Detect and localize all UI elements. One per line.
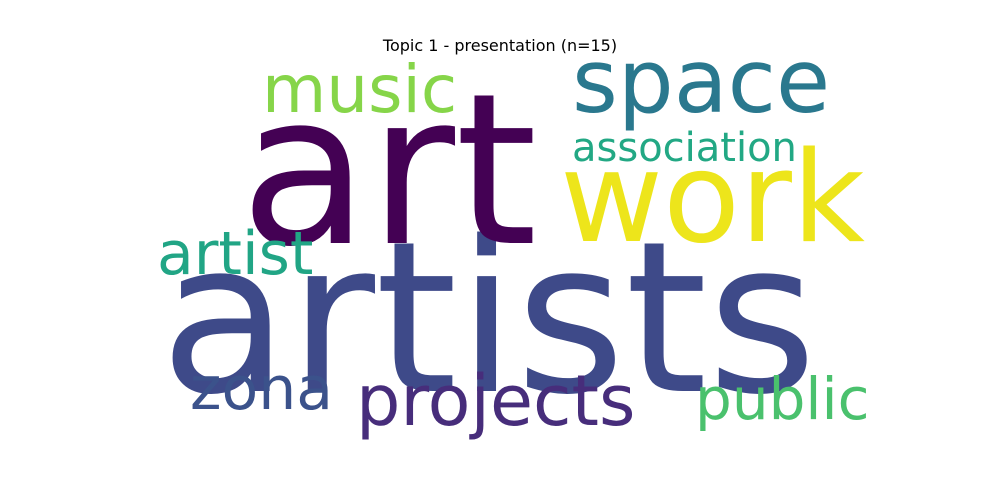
word-art: art bbox=[240, 48, 538, 293]
word-space: space bbox=[572, 30, 831, 133]
word-work: work bbox=[560, 124, 865, 271]
word-association: association bbox=[572, 125, 797, 171]
word-projects: projects bbox=[356, 360, 636, 442]
word-public: public bbox=[695, 365, 870, 433]
word-artist: artist bbox=[157, 219, 314, 289]
word-zona: zona bbox=[190, 354, 333, 424]
figure-title: Topic 1 - presentation (n=15) bbox=[382, 36, 618, 55]
word-music: music bbox=[262, 51, 458, 128]
word-artists: artists bbox=[160, 196, 817, 441]
